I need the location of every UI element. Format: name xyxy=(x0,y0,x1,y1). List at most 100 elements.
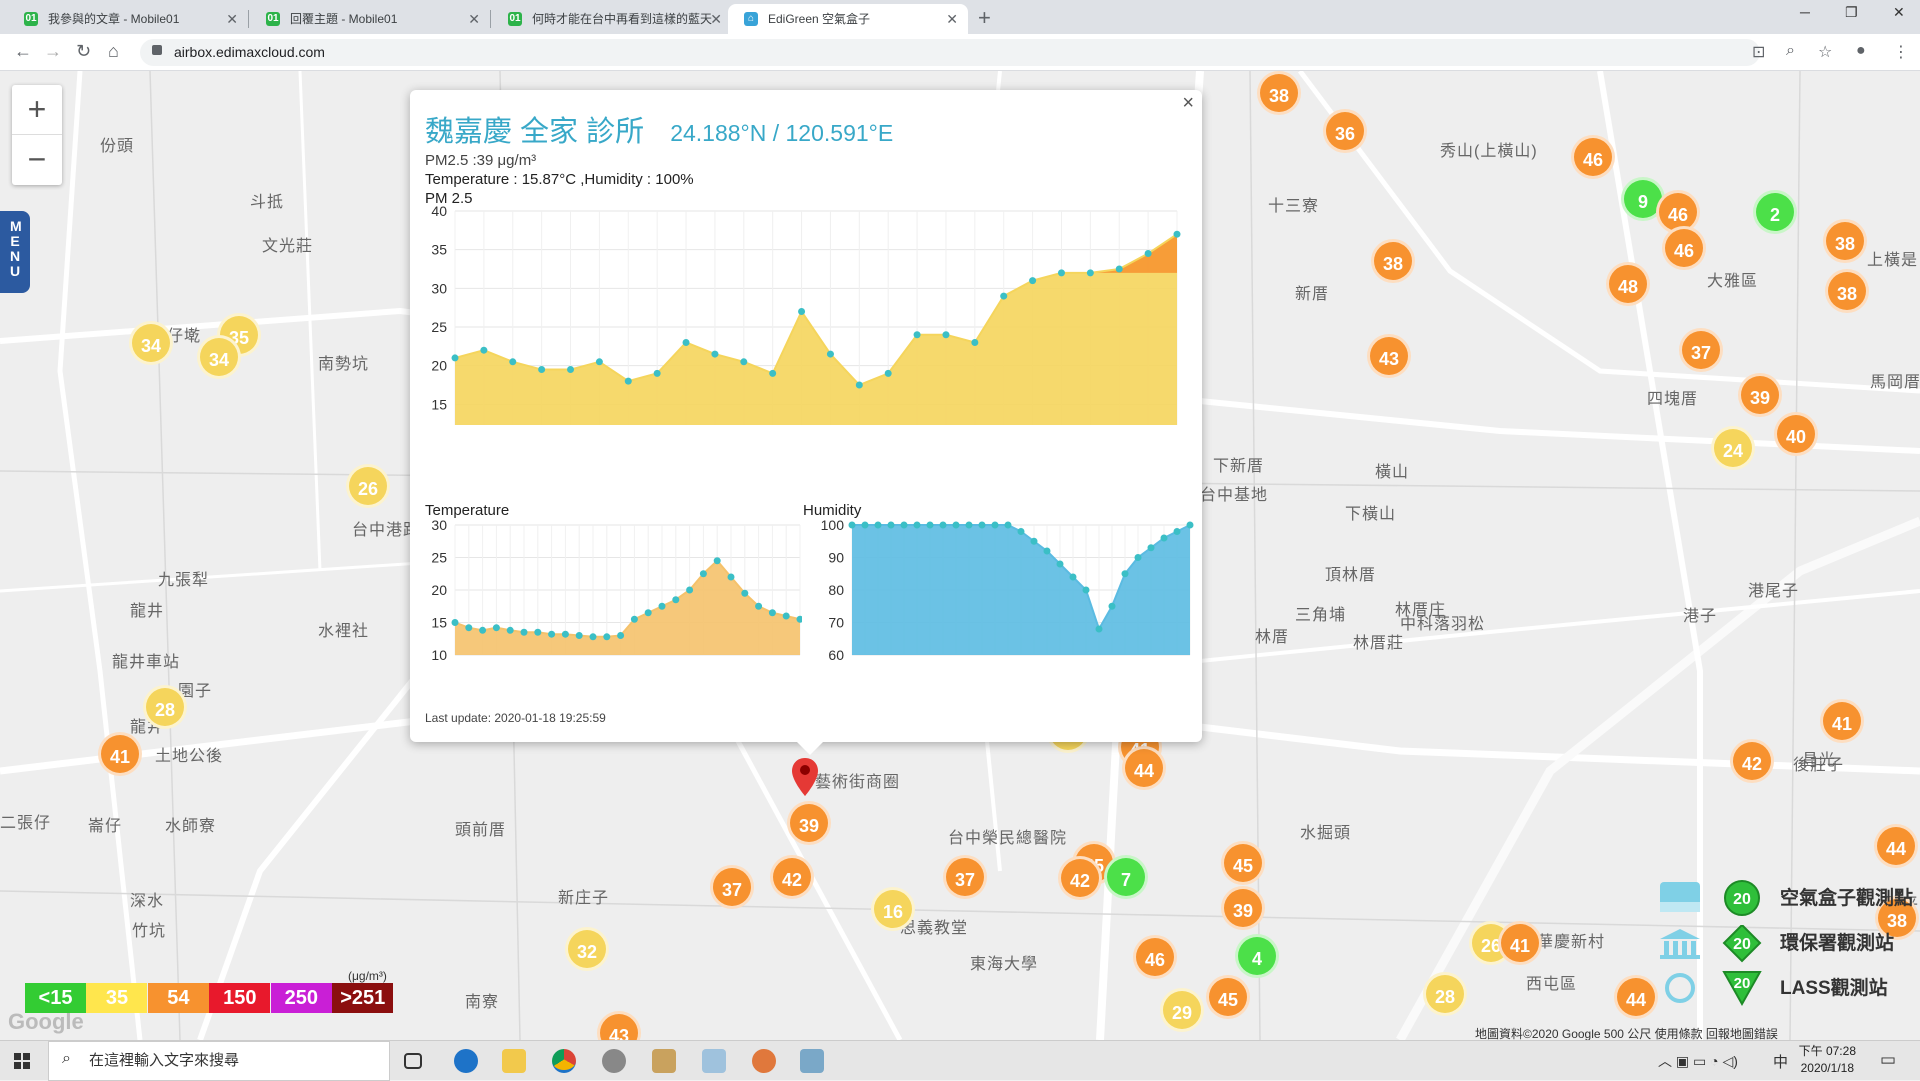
airbox-marker[interactable]: 43 xyxy=(1367,334,1411,378)
close-tab-icon[interactable]: ✕ xyxy=(226,11,238,27)
airbox-marker[interactable]: 43 xyxy=(597,1011,641,1040)
zoom-icon[interactable]: ⌕ xyxy=(1786,42,1795,59)
app-icon[interactable] xyxy=(752,1049,776,1073)
data-point xyxy=(1029,277,1037,285)
place-label: 林厝莊 xyxy=(1353,635,1405,652)
airbox-marker[interactable]: 4 xyxy=(1235,934,1279,978)
airbox-marker[interactable]: 2 xyxy=(1753,190,1797,234)
taskbar-search-input[interactable]: 在這裡輸入文字來搜尋 xyxy=(48,1041,390,1081)
airbox-marker[interactable]: 28 xyxy=(143,685,187,729)
home-icon[interactable]: ⌂ xyxy=(108,41,119,61)
zoom-out-button[interactable]: − xyxy=(27,141,47,177)
data-point xyxy=(682,338,690,346)
edge-icon[interactable] xyxy=(454,1049,478,1073)
airbox-marker[interactable]: 48 xyxy=(1606,262,1650,306)
airbox-marker[interactable]: 41 xyxy=(98,732,142,776)
forward-icon[interactable]: → xyxy=(44,41,62,61)
airbox-marker[interactable]: 45 xyxy=(1221,841,1265,885)
lock-icon[interactable] xyxy=(152,45,162,55)
map-attribution[interactable]: 地圖資料©2020 Google 500 公尺 使用條款 回報地圖錯誤 xyxy=(1475,1027,1778,1040)
airbox-marker[interactable]: 41 xyxy=(1498,921,1542,965)
airbox-marker[interactable]: 34 xyxy=(129,321,173,365)
airbox-marker[interactable]: 38 xyxy=(1823,219,1867,263)
airbox-marker[interactable]: 24 xyxy=(1711,426,1755,470)
new-tab-button[interactable]: + xyxy=(978,5,991,30)
airbox-marker[interactable]: 46 xyxy=(1133,935,1177,979)
airbox-marker[interactable]: 39 xyxy=(1221,886,1265,930)
airbox-marker[interactable]: 34 xyxy=(197,335,241,379)
reload-icon[interactable]: ↻ xyxy=(76,41,92,61)
data-point xyxy=(769,369,777,377)
menu-dots-icon[interactable]: ⋮ xyxy=(1893,44,1909,61)
airbox-marker[interactable]: 44 xyxy=(1122,746,1166,790)
airbox-marker[interactable]: 39 xyxy=(787,801,831,845)
close-window-button[interactable]: ✕ xyxy=(1893,4,1905,20)
airbox-marker[interactable]: 26 xyxy=(346,464,390,508)
file-explorer-icon[interactable] xyxy=(502,1049,526,1073)
minimize-button[interactable]: ─ xyxy=(1800,4,1810,20)
app-icon[interactable] xyxy=(602,1049,626,1073)
airbox-marker[interactable]: 46 xyxy=(1571,135,1615,179)
close-tab-icon[interactable]: ✕ xyxy=(710,11,722,27)
airbox-marker[interactable]: 29 xyxy=(1160,988,1204,1032)
close-tab-icon[interactable]: ✕ xyxy=(468,11,480,27)
airbox-marker[interactable]: 41 xyxy=(1820,699,1864,743)
taskbar-clock[interactable]: 下午 07:28 2020/1/18 xyxy=(1799,1043,1856,1077)
back-icon[interactable]: ← xyxy=(14,41,32,61)
airbox-marker[interactable]: 36 xyxy=(1323,109,1367,153)
scale-cell: 35 xyxy=(86,983,148,1013)
tray-icons[interactable]: ︿ ▣ ▭ ◔ ◁) xyxy=(1658,1053,1738,1069)
airbox-marker[interactable]: 40 xyxy=(1774,412,1818,456)
legend-airbox[interactable]: 20 空氣盒子觀測點 xyxy=(1655,880,1913,916)
airbox-marker[interactable]: 42 xyxy=(1730,739,1774,783)
airbox-marker[interactable]: 38 xyxy=(1371,239,1415,283)
zoom-in-button[interactable]: + xyxy=(12,85,62,135)
notification-icon[interactable]: ▭ xyxy=(1880,1050,1897,1069)
airbox-marker[interactable]: 45 xyxy=(1206,975,1250,1019)
airbox-marker[interactable]: 7 xyxy=(1104,855,1148,899)
task-view-icon[interactable] xyxy=(404,1053,422,1069)
app-icon[interactable] xyxy=(702,1049,726,1073)
chrome-icon[interactable] xyxy=(552,1049,576,1073)
app-icon[interactable] xyxy=(652,1049,676,1073)
airbox-marker[interactable]: 44 xyxy=(1614,975,1658,1019)
airbox-marker[interactable]: 37 xyxy=(710,865,754,909)
airbox-marker[interactable]: 39 xyxy=(1738,373,1782,417)
menu-button[interactable]: MENU xyxy=(0,211,30,293)
ime-indicator[interactable]: 中 xyxy=(1773,1054,1789,1071)
browser-tab[interactable]: 01 何時才能在台中再看到這樣的藍天 ✕ xyxy=(492,4,732,34)
airbox-marker[interactable]: 32 xyxy=(565,927,609,971)
data-point xyxy=(1004,521,1012,529)
google-logo: Google xyxy=(8,1009,84,1034)
location-pin-icon[interactable] xyxy=(790,756,820,798)
browser-tab[interactable]: 01 我參與的文章 - Mobile01 ✕ xyxy=(8,4,248,34)
legend-lass[interactable]: 20 LASS觀測站 xyxy=(1655,970,1888,1007)
legend-epa[interactable]: 20 環保署觀測站 xyxy=(1655,923,1894,963)
profile-icon[interactable]: ● xyxy=(1856,42,1866,59)
map-canvas[interactable]: 份頭 斗抵 文光莊 潭仔墘 南勢坑 九張犁 龍井 水裡社 龍井車站 園子 龍井 土地公後 崙仔 水師寮 頭前… xyxy=(0,71,1920,1040)
bookmark-star-icon[interactable]: ☆ xyxy=(1818,44,1833,61)
windows-start-icon[interactable] xyxy=(14,1053,30,1069)
airbox-marker[interactable]: 42 xyxy=(1058,856,1102,900)
airbox-marker[interactable]: 38 xyxy=(1825,269,1869,313)
translate-icon[interactable]: ⊡ xyxy=(1752,44,1766,61)
restore-button[interactable]: ❐ xyxy=(1845,4,1858,20)
airbox-marker[interactable]: 37 xyxy=(943,855,987,899)
airbox-marker[interactable]: 42 xyxy=(770,855,814,899)
url-input[interactable]: airbox.edimaxcloud.com xyxy=(140,39,1760,66)
airbox-marker[interactable]: 16 xyxy=(871,887,915,931)
airbox-marker[interactable]: 46 xyxy=(1662,226,1706,270)
airbox-marker[interactable]: 38 xyxy=(1257,71,1301,115)
airbox-marker[interactable]: 44 xyxy=(1874,824,1918,868)
browser-tab[interactable]: 01 回覆主題 - Mobile01 ✕ xyxy=(250,4,490,34)
data-point xyxy=(617,632,625,639)
data-point xyxy=(826,350,834,358)
app-icon[interactable] xyxy=(800,1049,824,1073)
airbox-marker[interactable]: 37 xyxy=(1679,328,1723,372)
airbox-marker[interactable]: 28 xyxy=(1423,972,1467,1016)
popup-close-button[interactable]: × xyxy=(1182,92,1194,114)
close-tab-icon[interactable]: ✕ xyxy=(946,11,958,27)
airbox-marker[interactable]: 38 xyxy=(1875,896,1919,940)
y-tick-label: 20 xyxy=(431,582,447,598)
browser-tab-active[interactable]: ⌂ EdiGreen 空氣盒子 ✕ xyxy=(728,4,968,34)
